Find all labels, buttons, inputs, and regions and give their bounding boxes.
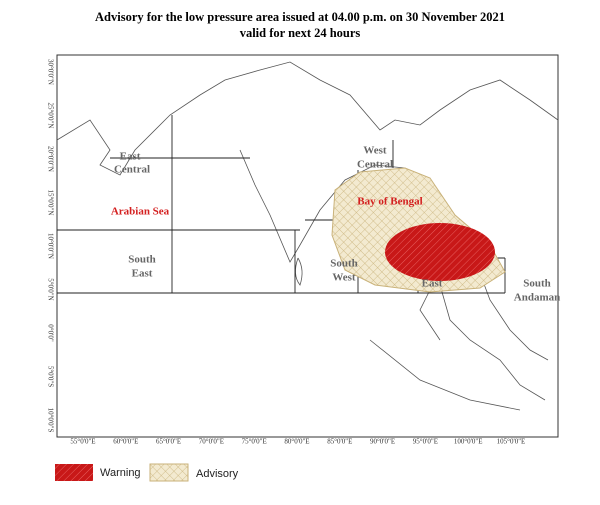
lon-label: 70°0'0"E (199, 438, 224, 446)
lon-label: 85°0'0"E (327, 438, 352, 446)
lat-label: 15°0'0"N (46, 190, 54, 216)
region-label: Central (357, 159, 393, 171)
region-label: Andaman (514, 292, 560, 304)
legend-swatch-advisory (149, 463, 189, 482)
warning-area (385, 223, 495, 281)
lat-label: 30°0'0"N (46, 59, 54, 85)
legend-label: Warning (100, 467, 141, 479)
lon-label: 95°0'0"E (413, 438, 438, 446)
legend-label: Advisory (196, 468, 239, 480)
lat-label: 20°0'0"N (46, 146, 54, 172)
lat-label: 10°0'0"N (46, 233, 54, 259)
legend: Warning Advisory (55, 463, 239, 482)
region-label: West (332, 272, 356, 284)
lat-label: 25°0'0"N (46, 103, 54, 129)
lat-label: 5°0'0"S (46, 366, 54, 387)
region-label: East (132, 268, 153, 280)
region-label: East (422, 278, 443, 290)
lat-label: 5°0'0"N (46, 278, 54, 300)
lon-label: 100°0'0"E (454, 438, 483, 446)
subtitle: valid for next 24 hours (240, 26, 361, 40)
region-label: Central (114, 164, 150, 176)
lon-label: 65°0'0"E (156, 438, 181, 446)
title: Advisory for the low pressure area issue… (95, 10, 505, 24)
lon-label: 60°0'0"E (113, 438, 138, 446)
region-label: South (523, 278, 551, 290)
legend-swatch-warning (55, 464, 93, 481)
region-label: South (128, 254, 156, 266)
lon-label: 80°0'0"E (284, 438, 309, 446)
region-label: Arabian Sea (111, 206, 170, 218)
lat-label: 10°0'0"S (46, 408, 54, 433)
region-label: East (120, 151, 141, 163)
region-label: South (330, 258, 358, 270)
lon-label: 105°0'0"E (497, 438, 526, 446)
lon-label: 55°0'0"E (70, 438, 95, 446)
region-label: West (363, 145, 387, 157)
lon-label: 90°0'0"E (370, 438, 395, 446)
lat-labels: 30°0'0"N 25°0'0"N 20°0'0"N 15°0'0"N 10°0'0"N… (46, 59, 54, 433)
region-label: Bay of Bengal (357, 196, 422, 208)
lon-label: 75°0'0"E (242, 438, 267, 446)
lat-label: 0°0'0" (46, 324, 54, 342)
region-labels: East Central Arabian Sea South East West… (111, 145, 560, 304)
lon-labels: 55°0'0"E 60°0'0"E 65°0'0"E 70°0'0"E 75°0'0"E… (70, 438, 525, 446)
